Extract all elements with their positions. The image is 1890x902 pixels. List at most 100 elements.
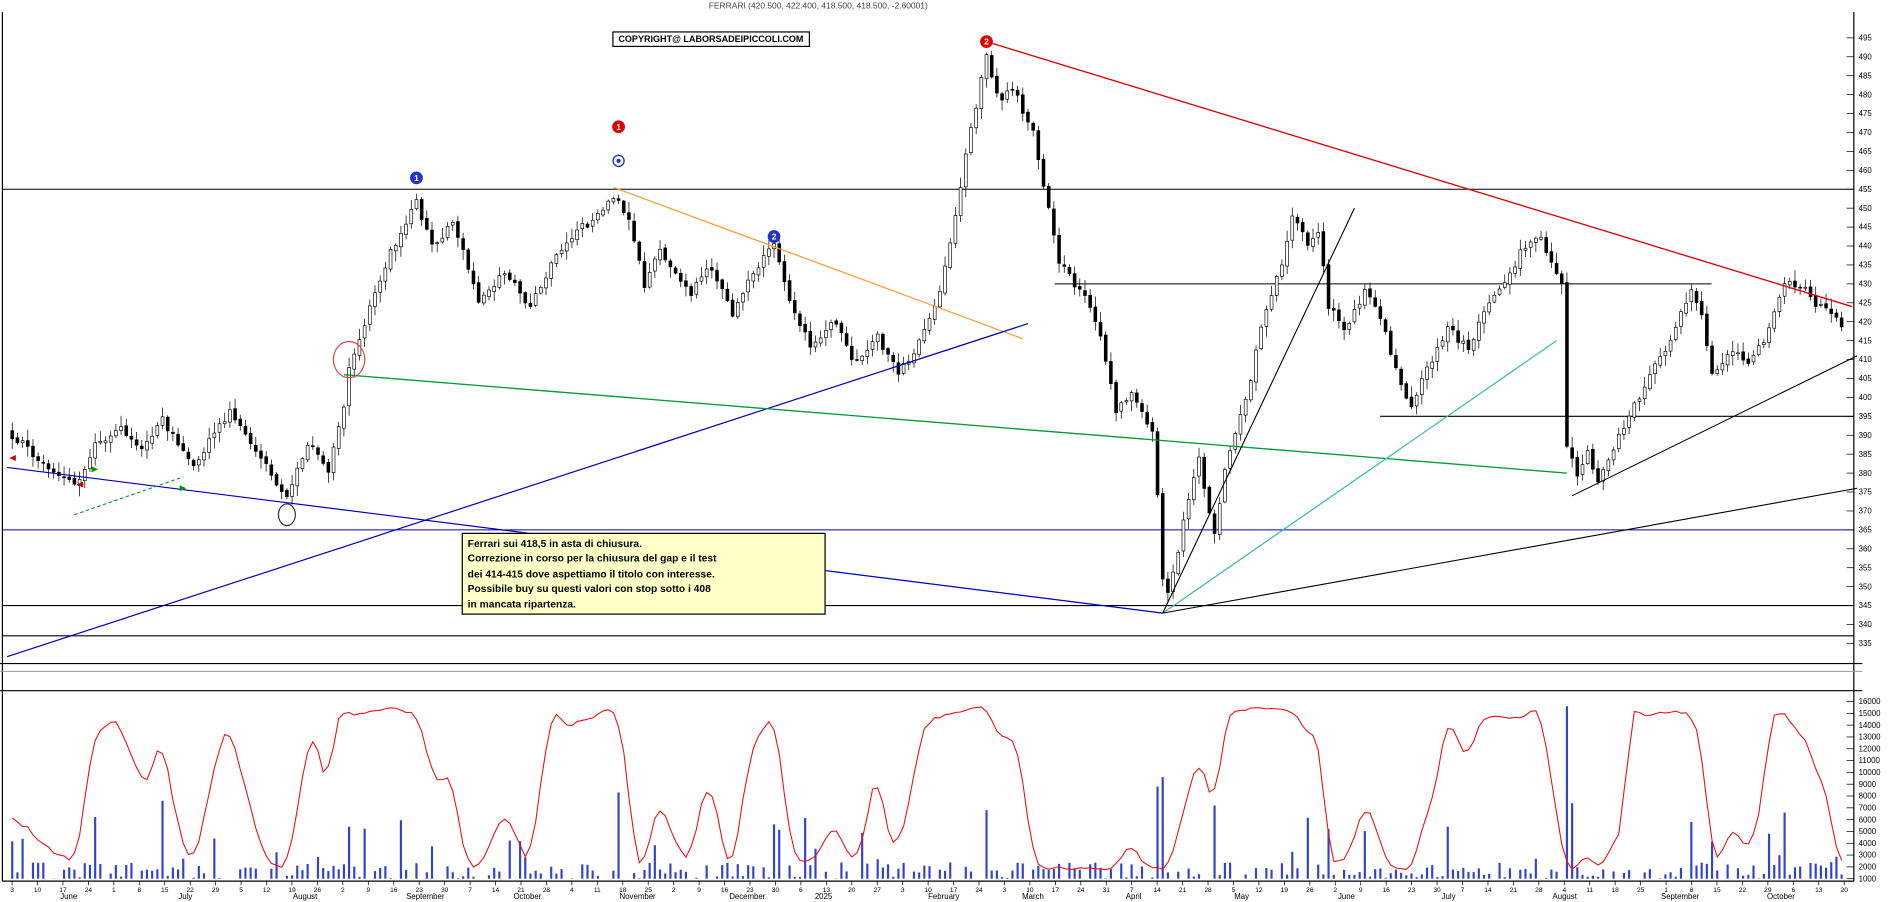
- candle: [305, 445, 310, 461]
- candle: [1741, 351, 1745, 361]
- volume-axis-label: 6000: [1859, 815, 1877, 824]
- candle: [83, 469, 87, 481]
- volume-bar: [296, 865, 299, 879]
- price-axis-label: 345: [1859, 601, 1873, 610]
- candle: [1482, 311, 1486, 324]
- candle: [632, 220, 636, 242]
- candle: [523, 292, 528, 304]
- orange-descending-trendline[interactable]: [613, 186, 1024, 340]
- volume-axis-label: 2000: [1859, 863, 1877, 872]
- volume-bar: [560, 869, 563, 879]
- candle: [1394, 355, 1398, 369]
- candle: [140, 445, 144, 450]
- candle: [160, 416, 165, 426]
- x-axis-week-tick: 7: [1461, 887, 1465, 894]
- wave-marker-blue-1[interactable]: 1: [410, 171, 423, 185]
- blue-ascending-trendline[interactable]: [6, 323, 1029, 658]
- x-axis-month-label: September: [406, 892, 445, 901]
- candle: [658, 249, 662, 261]
- candle: [285, 489, 289, 497]
- green-support-trendline[interactable]: [343, 374, 1567, 474]
- candle: [870, 341, 875, 350]
- volume-bar: [119, 876, 123, 879]
- volume-bar: [316, 856, 320, 879]
- candle: [1072, 273, 1077, 288]
- candle: [958, 187, 963, 216]
- black-steep-fan-line[interactable]: [1162, 207, 1355, 614]
- candle: [1129, 392, 1134, 402]
- candle: [507, 272, 512, 280]
- candle: [248, 432, 253, 445]
- volume-bar: [1555, 871, 1558, 879]
- x-axis-week-tick: 8: [137, 887, 141, 894]
- candle: [1052, 208, 1056, 236]
- volume-bar: [1135, 876, 1138, 879]
- candle: [155, 425, 160, 436]
- candle: [1502, 282, 1507, 288]
- volume-bar: [519, 841, 522, 879]
- candle: [673, 267, 678, 274]
- volume-bar: [1488, 873, 1491, 879]
- price-axis-label: 355: [1859, 563, 1873, 572]
- candle: [207, 438, 211, 453]
- x-axis-week-tick: 21: [1510, 887, 1518, 894]
- candle: [1078, 286, 1082, 290]
- candle: [932, 306, 937, 320]
- candle: [1456, 330, 1460, 343]
- candle: [974, 107, 978, 129]
- volume-bar: [37, 862, 40, 879]
- volume-bar: [1441, 876, 1444, 879]
- volume-bar: [1664, 874, 1667, 879]
- wave-marker-red-2[interactable]: 2: [980, 35, 993, 49]
- volume-bar: [918, 872, 921, 879]
- candle: [119, 426, 123, 431]
- breakout-ellipse[interactable]: [332, 340, 366, 379]
- target-circle-marker[interactable]: [612, 154, 625, 168]
- candle: [518, 281, 522, 294]
- candle: [1274, 276, 1279, 296]
- volume-bar: [1270, 869, 1273, 879]
- volume-bar: [487, 875, 491, 879]
- volume-bar: [462, 876, 465, 879]
- x-axis-week-tick: 2: [672, 887, 676, 894]
- price-axis-label: 485: [1859, 71, 1873, 80]
- candle: [342, 406, 346, 429]
- annotation-box[interactable]: Ferrari sui 418,5 in asta di chiusura. C…: [461, 532, 826, 615]
- volume-bar: [1788, 874, 1791, 879]
- volume-bar: [814, 848, 817, 879]
- black-shallow-fan-line[interactable]: [1162, 487, 1858, 614]
- volume-bar: [1799, 866, 1802, 879]
- volume-axis-label: 5000: [1859, 827, 1877, 836]
- x-axis-week-tick: 19: [1281, 887, 1289, 894]
- price-axis-label: 460: [1859, 166, 1873, 175]
- candle: [849, 345, 854, 360]
- volume-bar: [430, 846, 434, 879]
- volume-bar: [1229, 862, 1232, 879]
- teal-ascending-trendline[interactable]: [1162, 340, 1557, 614]
- candle: [663, 247, 667, 261]
- volume-bar: [358, 876, 361, 879]
- candle: [165, 416, 170, 432]
- black-right-support-line[interactable]: [1571, 355, 1858, 497]
- wave-marker-blue-2[interactable]: 2: [767, 230, 781, 243]
- x-axis-week-tick: 1: [1664, 887, 1668, 894]
- x-axis-week-tick: 18: [1612, 887, 1620, 894]
- volume-bar: [721, 865, 724, 879]
- candle: [476, 282, 481, 303]
- red-descending-trendline[interactable]: [986, 40, 1853, 308]
- green-dashed-signal-line[interactable]: [74, 476, 184, 516]
- candle: [1461, 340, 1466, 344]
- wave-marker-red-1[interactable]: 1: [612, 120, 625, 134]
- candle: [466, 249, 471, 270]
- volume-bar: [684, 871, 688, 879]
- low-ellipse[interactable]: [277, 503, 296, 527]
- candle: [1819, 304, 1823, 306]
- x-axis-month-label: October: [1767, 892, 1795, 901]
- candle: [1331, 307, 1336, 311]
- candle: [243, 425, 248, 435]
- x-axis-week-tick: 3: [1003, 887, 1007, 894]
- x-axis-week-tick: 3: [901, 887, 905, 894]
- candle: [72, 477, 77, 485]
- volume-bar: [1586, 876, 1589, 879]
